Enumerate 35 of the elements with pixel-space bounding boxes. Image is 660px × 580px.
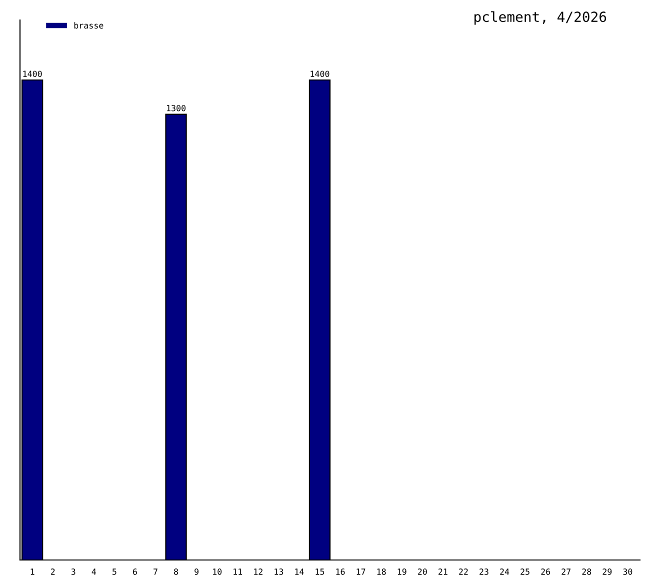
x-tick-label: 12 [254,568,262,575]
x-tick-label: 19 [398,568,406,575]
x-tick-label: 8 [174,568,178,575]
x-tick-label: 26 [541,568,550,575]
x-tick-label: 20 [418,568,427,575]
x-tick-label: 25 [520,568,530,575]
data-label: 1400 [23,70,42,77]
x-tick-label: 30 [623,568,632,575]
x-tick-label: 11 [234,568,242,575]
x-tick-label: 7 [154,568,158,575]
x-tick-label: 17 [356,568,366,575]
x-tick-label: 6 [133,568,137,575]
x-tick-label: 23 [480,568,488,575]
x-tick-label: 15 [316,568,324,575]
x-tick-label: 10 [213,568,222,575]
data-label: 1400 [310,70,330,77]
x-tick-label: 16 [336,568,345,575]
x-tick-label: 3 [71,568,76,575]
x-tick-label: 24 [500,568,510,575]
legend-label: brasse [74,22,104,29]
x-tick-label: 29 [602,568,612,575]
chart-title: pclement, 4/2026 [474,11,606,25]
x-tick-label: 18 [377,568,386,575]
x-tick-label: 9 [194,568,198,575]
x-tick-label: 2 [50,568,55,575]
x-tick-label: 1 [30,568,34,575]
data-label: 1300 [166,104,186,112]
x-tick-label: 5 [112,568,116,575]
x-tick-label: 27 [562,568,570,575]
x-tick-label: 13 [274,568,284,575]
x-tick-label: 21 [438,568,448,575]
x-tick-label: 22 [459,568,468,575]
x-tick-label: 4 [92,568,96,575]
x-tick-label: 28 [582,568,592,575]
x-tick-label: 14 [295,568,304,575]
